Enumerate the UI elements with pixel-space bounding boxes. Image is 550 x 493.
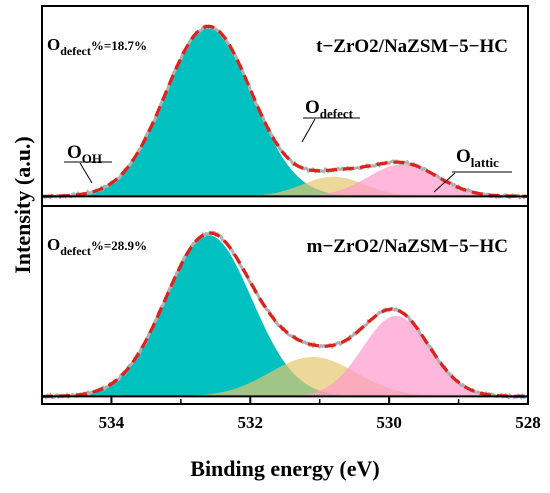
bottom-sample-label: m−ZrO2/NaZSM−5−HC	[307, 236, 508, 257]
panel-bottom	[41, 230, 529, 400]
panel-top	[41, 24, 529, 200]
fit-envelope-line	[42, 231, 528, 398]
o-oh-pointer	[79, 162, 93, 184]
x-tick-label: 532	[238, 413, 264, 432]
label-o-defect: Odefect	[305, 97, 354, 121]
x-tick-label: 530	[376, 413, 402, 432]
x-tick-label: 534	[99, 413, 125, 432]
x-axis-ticks: 534 532 530 528	[41, 396, 541, 432]
top-sample-label: t−ZrO2/NaZSM−5−HC	[316, 36, 508, 57]
peak-o-lattic	[42, 315, 528, 397]
peak-o-defect	[42, 357, 528, 397]
bottom-defect-fraction: Odefect%=28.9%	[47, 235, 147, 258]
top-defect-fraction: Odefect%=18.7%	[47, 35, 147, 58]
x-axis-label: Binding energy (eV)	[190, 456, 379, 481]
peak-o-defect	[42, 176, 528, 197]
fit-envelope-line	[42, 24, 528, 198]
label-o-lattic: Olattic	[456, 146, 499, 170]
peak-o-lattic	[42, 164, 528, 197]
o-lattic-pointer	[433, 172, 456, 193]
o-defect-pointer	[301, 118, 316, 143]
peak-o-oh	[42, 235, 528, 397]
x-tick-label: 528	[515, 413, 541, 432]
y-axis-label: Intensity (a.u.)	[10, 136, 35, 274]
peak-o-oh	[42, 26, 528, 197]
